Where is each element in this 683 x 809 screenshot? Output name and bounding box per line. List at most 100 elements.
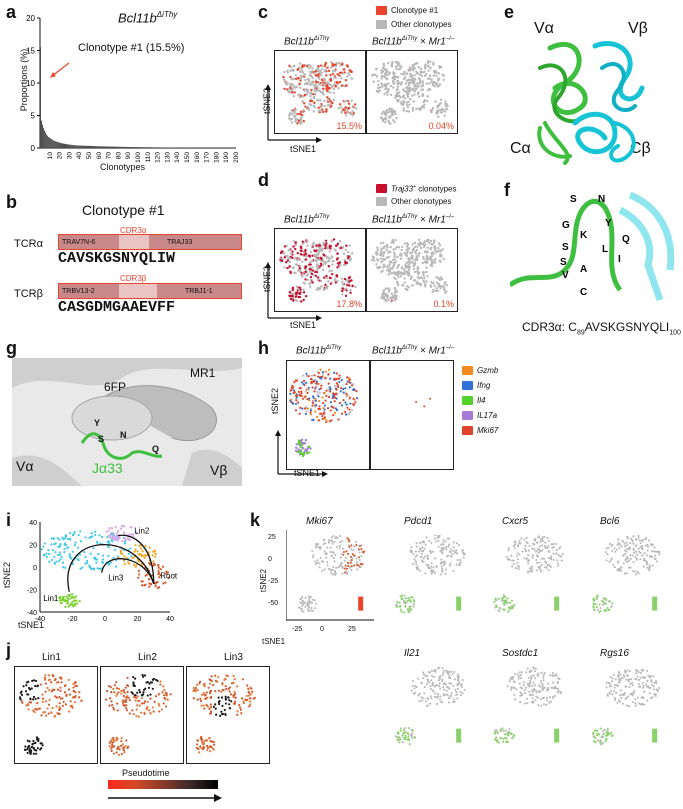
- panel-k-point: [651, 684, 654, 687]
- panel-k-point: [330, 536, 333, 539]
- panel-k-point: [312, 554, 315, 557]
- panel-k-point: [550, 555, 553, 558]
- panel-j-point: [39, 683, 42, 686]
- scatter-point: [304, 438, 308, 442]
- scatter-point: [379, 257, 383, 260]
- panel-j-point: [28, 740, 31, 743]
- scatter-point: [300, 68, 303, 71]
- panel-k-point: [440, 543, 443, 546]
- panel-k-point: [459, 559, 462, 562]
- panel-k-point: [609, 675, 612, 678]
- panel-k-point: [619, 673, 622, 676]
- panel-k-point: [625, 674, 629, 677]
- panel-j-point: [108, 697, 112, 700]
- panel-j-point: [111, 738, 114, 741]
- scatter-point: [399, 83, 403, 86]
- panel-a-bar: [84, 145, 86, 148]
- panel-k-point: [601, 729, 605, 732]
- scatter-point: [388, 110, 392, 113]
- panel-a-annotation: Clonotype #1 (15.5%): [78, 42, 184, 54]
- scatter-point: [309, 269, 312, 273]
- panel-j-point: [161, 691, 164, 694]
- panel-k-point: [649, 676, 652, 679]
- scatter-point: [416, 245, 419, 248]
- panel-k-point: [627, 559, 630, 562]
- panel-a-bar: [48, 137, 50, 148]
- scatter-point: [416, 267, 419, 270]
- panel-a-xtick-label: 170: [204, 152, 211, 163]
- panel-a-bar: [51, 139, 53, 148]
- panel-j-point: [137, 715, 140, 718]
- panel-k-point: [639, 546, 642, 549]
- panel-a-bar: [105, 146, 107, 148]
- panel-j-point: [42, 711, 45, 714]
- scatter-point: [319, 106, 323, 109]
- panel-k-point: [433, 571, 437, 574]
- panel-k-point: [625, 541, 628, 544]
- panel-k-point: [657, 690, 660, 693]
- panel-k-point: [456, 558, 459, 562]
- panel-k-point: [507, 731, 510, 734]
- panel-h-left-scatter: [289, 368, 359, 458]
- scatter-point: [314, 70, 318, 73]
- panel-j-point: [111, 704, 114, 707]
- scatter-point: [330, 66, 333, 69]
- panel-k-point: [632, 700, 635, 704]
- panel-i-point: [119, 527, 122, 530]
- panel-a-bar: [40, 47, 41, 148]
- panel-k-point: [395, 605, 398, 608]
- scatter-point: [384, 87, 387, 91]
- scatter-point: [298, 82, 301, 86]
- panel-j-point: [224, 695, 227, 698]
- scatter-point: [306, 398, 309, 401]
- panel-h-left-title-main: Bcl11b: [296, 345, 326, 357]
- panel-j-point: [126, 676, 129, 679]
- panel-j-point: [75, 684, 79, 688]
- panel-k-point: [404, 731, 407, 734]
- scatter-point: [412, 247, 415, 250]
- panel-j-point: [62, 700, 65, 704]
- panel-k-point: [423, 685, 426, 689]
- scatter-point: [318, 399, 321, 403]
- panel-a-bar: [45, 134, 47, 148]
- scatter-point: [417, 107, 420, 110]
- scatter-point: [349, 112, 353, 115]
- panel-k-point: [425, 536, 428, 539]
- panel-k-point: [308, 598, 311, 601]
- panel-k-point: [626, 547, 629, 551]
- panel-i-point: [152, 550, 155, 553]
- panel-k-point: [614, 683, 617, 686]
- scatter-point: [412, 69, 415, 72]
- scatter-point: [404, 266, 408, 269]
- panel-j-point: [67, 678, 70, 682]
- scatter-point: [430, 80, 433, 84]
- panel-a-xtick-label: 40: [76, 152, 83, 160]
- scatter-point: [434, 289, 437, 293]
- scatter-point: [324, 68, 327, 71]
- panel-k-point: [441, 551, 444, 554]
- panel-k-point: [607, 732, 610, 735]
- scatter-point: [395, 88, 399, 92]
- panel-c-pct-left: 15.5%: [336, 121, 362, 131]
- scatter-point: [324, 110, 328, 113]
- scatter-point: [287, 88, 290, 91]
- panel-k-point: [410, 728, 413, 731]
- scatter-point: [389, 93, 393, 97]
- panel-i-point: [134, 548, 137, 551]
- panel-k-point: [599, 740, 603, 743]
- panel-k-point: [399, 604, 402, 607]
- scatter-point: [416, 276, 420, 279]
- scatter-point: [319, 103, 322, 107]
- panel-i-point: [123, 542, 126, 545]
- scatter-point: [402, 268, 405, 271]
- scatter-point: [391, 258, 395, 262]
- panel-k-point: [493, 738, 496, 741]
- panel-j-point: [26, 748, 29, 751]
- panel-k-point: [531, 565, 534, 568]
- scatter-point: [341, 280, 344, 284]
- scatter-point: [352, 112, 355, 115]
- panel-c-swatch-1: [376, 6, 387, 15]
- panel-k-point: [632, 691, 635, 695]
- panel-i-point: [137, 553, 140, 556]
- panel-k-point: [527, 676, 530, 679]
